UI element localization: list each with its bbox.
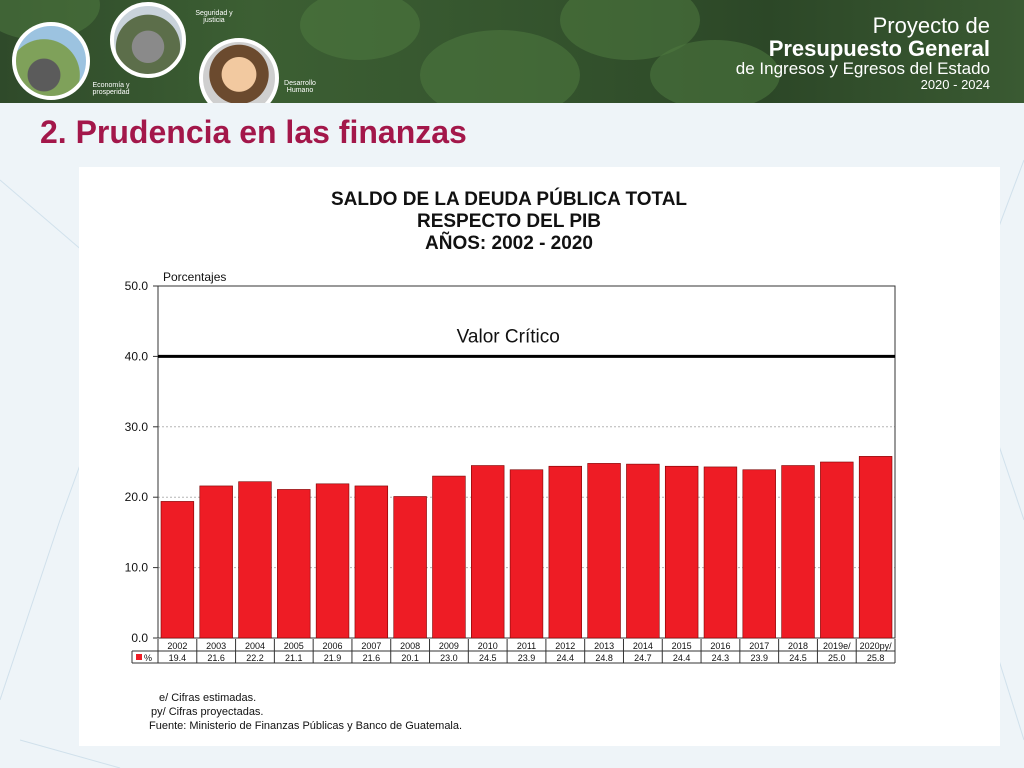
y-tick-label: 10.0	[125, 561, 149, 575]
x-tick-label: 2019e/	[823, 641, 851, 651]
child-photo	[199, 38, 279, 103]
header-banner: Economía y prosperidad Seguridad y justi…	[0, 0, 1024, 103]
chart-title-line-1: SALDO DE LA DEUDA PÚBLICA TOTAL	[330, 189, 688, 210]
data-label: 25.8	[867, 653, 885, 663]
data-label: 24.5	[479, 653, 497, 663]
x-tick-label: 2009	[439, 641, 459, 651]
y-tick-label: 50.0	[125, 279, 149, 293]
x-tick-label: 2018	[788, 641, 808, 651]
y-tick-label: 40.0	[125, 349, 149, 363]
brand-line-2: Presupuesto General	[768, 36, 990, 61]
brand-block: Proyecto de Presupuesto General de Ingre…	[736, 14, 990, 92]
bar	[626, 463, 660, 639]
data-label: 21.6	[363, 653, 381, 663]
x-tick-label: 2003	[206, 641, 226, 651]
bar	[742, 469, 776, 639]
bar	[199, 485, 233, 639]
chart-title: SALDO DE LA DEUDA PÚBLICA TOTAL RESPECTO…	[79, 189, 939, 255]
data-label: 23.9	[518, 653, 536, 663]
bar	[315, 483, 350, 639]
x-tick-label: 2008	[400, 641, 420, 651]
bar	[858, 456, 893, 639]
y-axis-label: Porcentajes	[163, 270, 226, 284]
x-tick-label: 2015	[672, 641, 692, 651]
chart-title-line-2: RESPECTO DEL PIB	[416, 211, 602, 232]
data-label: 24.4	[673, 653, 691, 663]
bar	[238, 481, 272, 639]
data-label: 20.1	[401, 653, 419, 663]
x-tick-label: 2013	[594, 641, 614, 651]
chart-panel: SALDO DE LA DEUDA PÚBLICA TOTAL RESPECTO…	[79, 167, 1000, 746]
slide-title: 2. Prudencia en las finanzas	[40, 114, 467, 150]
x-tick-label: 2004	[245, 641, 265, 651]
x-tick-label: 2011	[517, 641, 536, 651]
critical-value-label: Valor Crítico	[457, 326, 560, 347]
bar	[393, 496, 427, 639]
data-label: 23.0	[440, 653, 458, 663]
data-label: 22.2	[246, 653, 264, 663]
x-tick-label: 2006	[323, 641, 343, 651]
legend-swatch	[136, 654, 142, 660]
bar	[509, 469, 544, 639]
bar	[664, 465, 699, 639]
data-label: 24.8	[595, 653, 613, 663]
bar	[587, 463, 621, 639]
label-desarrollo: Desarrollo Humano	[284, 80, 316, 94]
footnote-projected: py/ Cifras proyectadas.	[151, 706, 264, 718]
bar	[781, 465, 815, 639]
x-tick-label: 2002	[167, 641, 187, 651]
security-photo	[110, 2, 186, 78]
brand-line-3: de Ingresos y Egresos del Estado	[735, 59, 990, 78]
data-label: 25.0	[828, 653, 846, 663]
x-tick-label: 2007	[361, 641, 381, 651]
x-tick-label: 2017	[749, 641, 769, 651]
data-label: 21.9	[324, 653, 342, 663]
data-label: 24.5	[789, 653, 807, 663]
data-label: 24.4	[557, 653, 575, 663]
data-label: 24.7	[634, 653, 652, 663]
y-tick-label: 0.0	[131, 631, 148, 645]
bar	[548, 465, 582, 639]
bar	[354, 485, 389, 639]
data-label: 21.6	[207, 653, 225, 663]
bar	[820, 461, 854, 639]
brand-line-4: 2020 - 2024	[920, 77, 990, 92]
bar	[277, 489, 311, 639]
x-tick-label: 2014	[633, 641, 653, 651]
bar	[703, 466, 738, 639]
footnote-estimated: e/ Cifras estimadas.	[159, 692, 257, 704]
y-tick-label: 20.0	[125, 490, 149, 504]
x-tick-label: 2010	[478, 641, 498, 651]
data-label: 19.4	[169, 653, 187, 663]
x-tick-label: 2016	[710, 641, 730, 651]
data-label: 24.3	[712, 653, 730, 663]
y-tick-label: 30.0	[125, 420, 149, 434]
chart-title-line-3: AÑOS: 2002 - 2020	[425, 233, 593, 254]
data-label: 23.9	[750, 653, 768, 663]
bar	[432, 475, 466, 639]
x-tick-label: 2012	[555, 641, 575, 651]
data-label: 21.1	[285, 653, 303, 663]
legend-label: %	[144, 653, 152, 663]
economy-photo	[12, 22, 90, 100]
bar	[160, 501, 195, 639]
label-economia: Economía y prosperidad	[92, 82, 130, 96]
bar-chart: Porcentajes 0.0 10.0 20.0 30.0 40.0 50.0 Valor …	[125, 270, 896, 664]
footnotes: e/ Cifras estimadas. py/ Cifras proyecta…	[149, 691, 462, 733]
x-tick-label: 2005	[284, 641, 304, 651]
label-seguridad: Seguridad y justicia	[195, 10, 233, 24]
bar	[471, 465, 505, 639]
x-tick-label: 2020py/	[860, 641, 893, 651]
brand-line-1: Proyecto de	[872, 13, 990, 38]
footnote-source: Fuente: Ministerio de Finanzas Públicas …	[149, 720, 463, 732]
